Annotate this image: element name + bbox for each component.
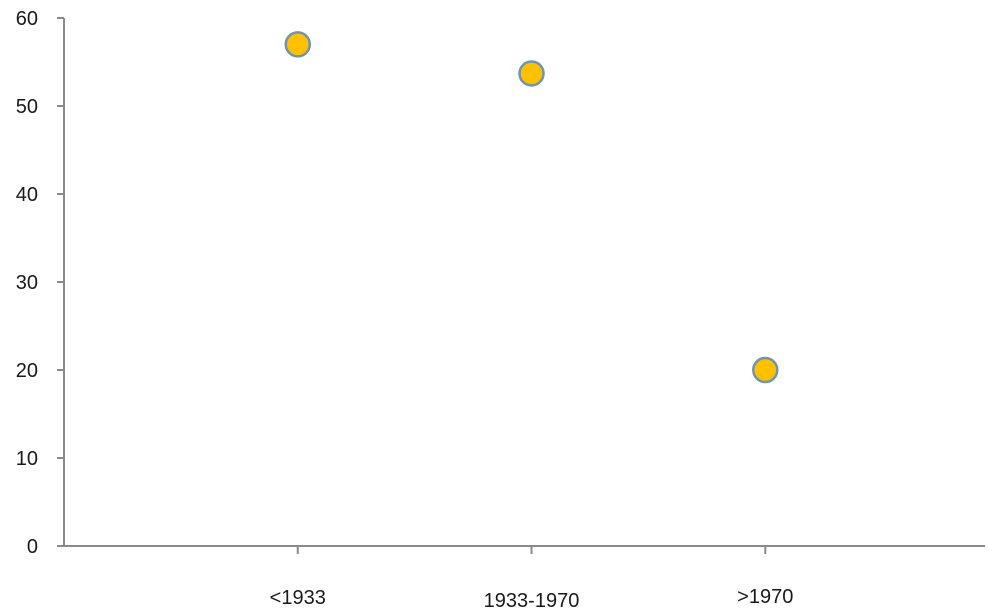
y-tick-label: 10 (16, 448, 38, 470)
x-tick-label: >1970 (737, 586, 793, 608)
y-tick-label: 40 (16, 184, 38, 206)
x-ticks: <1933 1933-1970 >1970 (270, 546, 793, 610)
y-tick-label: 20 (16, 360, 38, 382)
data-points (284, 31, 779, 384)
y-ticks: 0 10 20 30 40 50 60 (16, 8, 64, 558)
x-tick-label: 1933-1970 (484, 590, 580, 610)
data-point (518, 60, 545, 87)
y-tick-label: 0 (27, 536, 38, 558)
data-point (752, 356, 779, 384)
data-point (284, 31, 312, 58)
y-tick-label: 60 (16, 8, 38, 30)
y-tick-label: 50 (16, 96, 38, 118)
y-tick-label: 30 (16, 272, 38, 294)
x-tick-label: <1933 (270, 587, 326, 609)
